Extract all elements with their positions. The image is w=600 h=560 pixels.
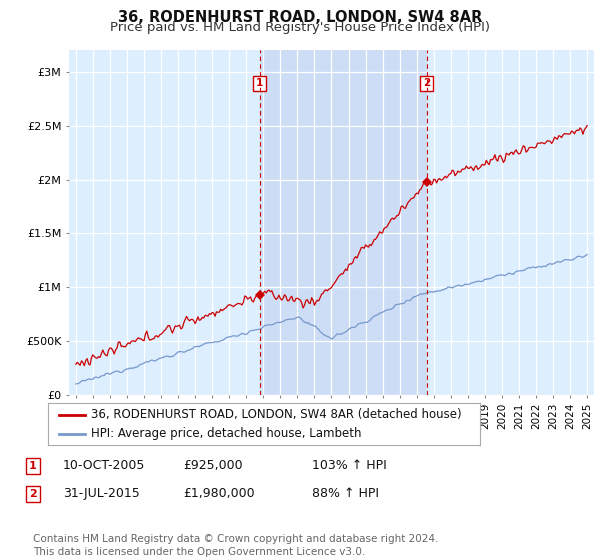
Text: 36, RODENHURST ROAD, LONDON, SW4 8AR (detached house): 36, RODENHURST ROAD, LONDON, SW4 8AR (de…: [91, 408, 462, 421]
Text: 31-JUL-2015: 31-JUL-2015: [63, 487, 140, 501]
Text: HPI: Average price, detached house, Lambeth: HPI: Average price, detached house, Lamb…: [91, 427, 362, 440]
Text: 1: 1: [29, 461, 37, 471]
Text: 1: 1: [256, 78, 263, 88]
Text: 2: 2: [423, 78, 430, 88]
Text: Price paid vs. HM Land Registry's House Price Index (HPI): Price paid vs. HM Land Registry's House …: [110, 21, 490, 34]
Text: 2: 2: [29, 489, 37, 499]
Text: 103% ↑ HPI: 103% ↑ HPI: [312, 459, 387, 473]
Text: £1,980,000: £1,980,000: [183, 487, 254, 501]
Bar: [260, 50, 427, 395]
Text: 36, RODENHURST ROAD, LONDON, SW4 8AR: 36, RODENHURST ROAD, LONDON, SW4 8AR: [118, 10, 482, 25]
Text: 10-OCT-2005: 10-OCT-2005: [63, 459, 145, 473]
Text: Contains HM Land Registry data © Crown copyright and database right 2024.
This d: Contains HM Land Registry data © Crown c…: [33, 534, 439, 557]
Text: £925,000: £925,000: [183, 459, 242, 473]
Text: 88% ↑ HPI: 88% ↑ HPI: [312, 487, 379, 501]
